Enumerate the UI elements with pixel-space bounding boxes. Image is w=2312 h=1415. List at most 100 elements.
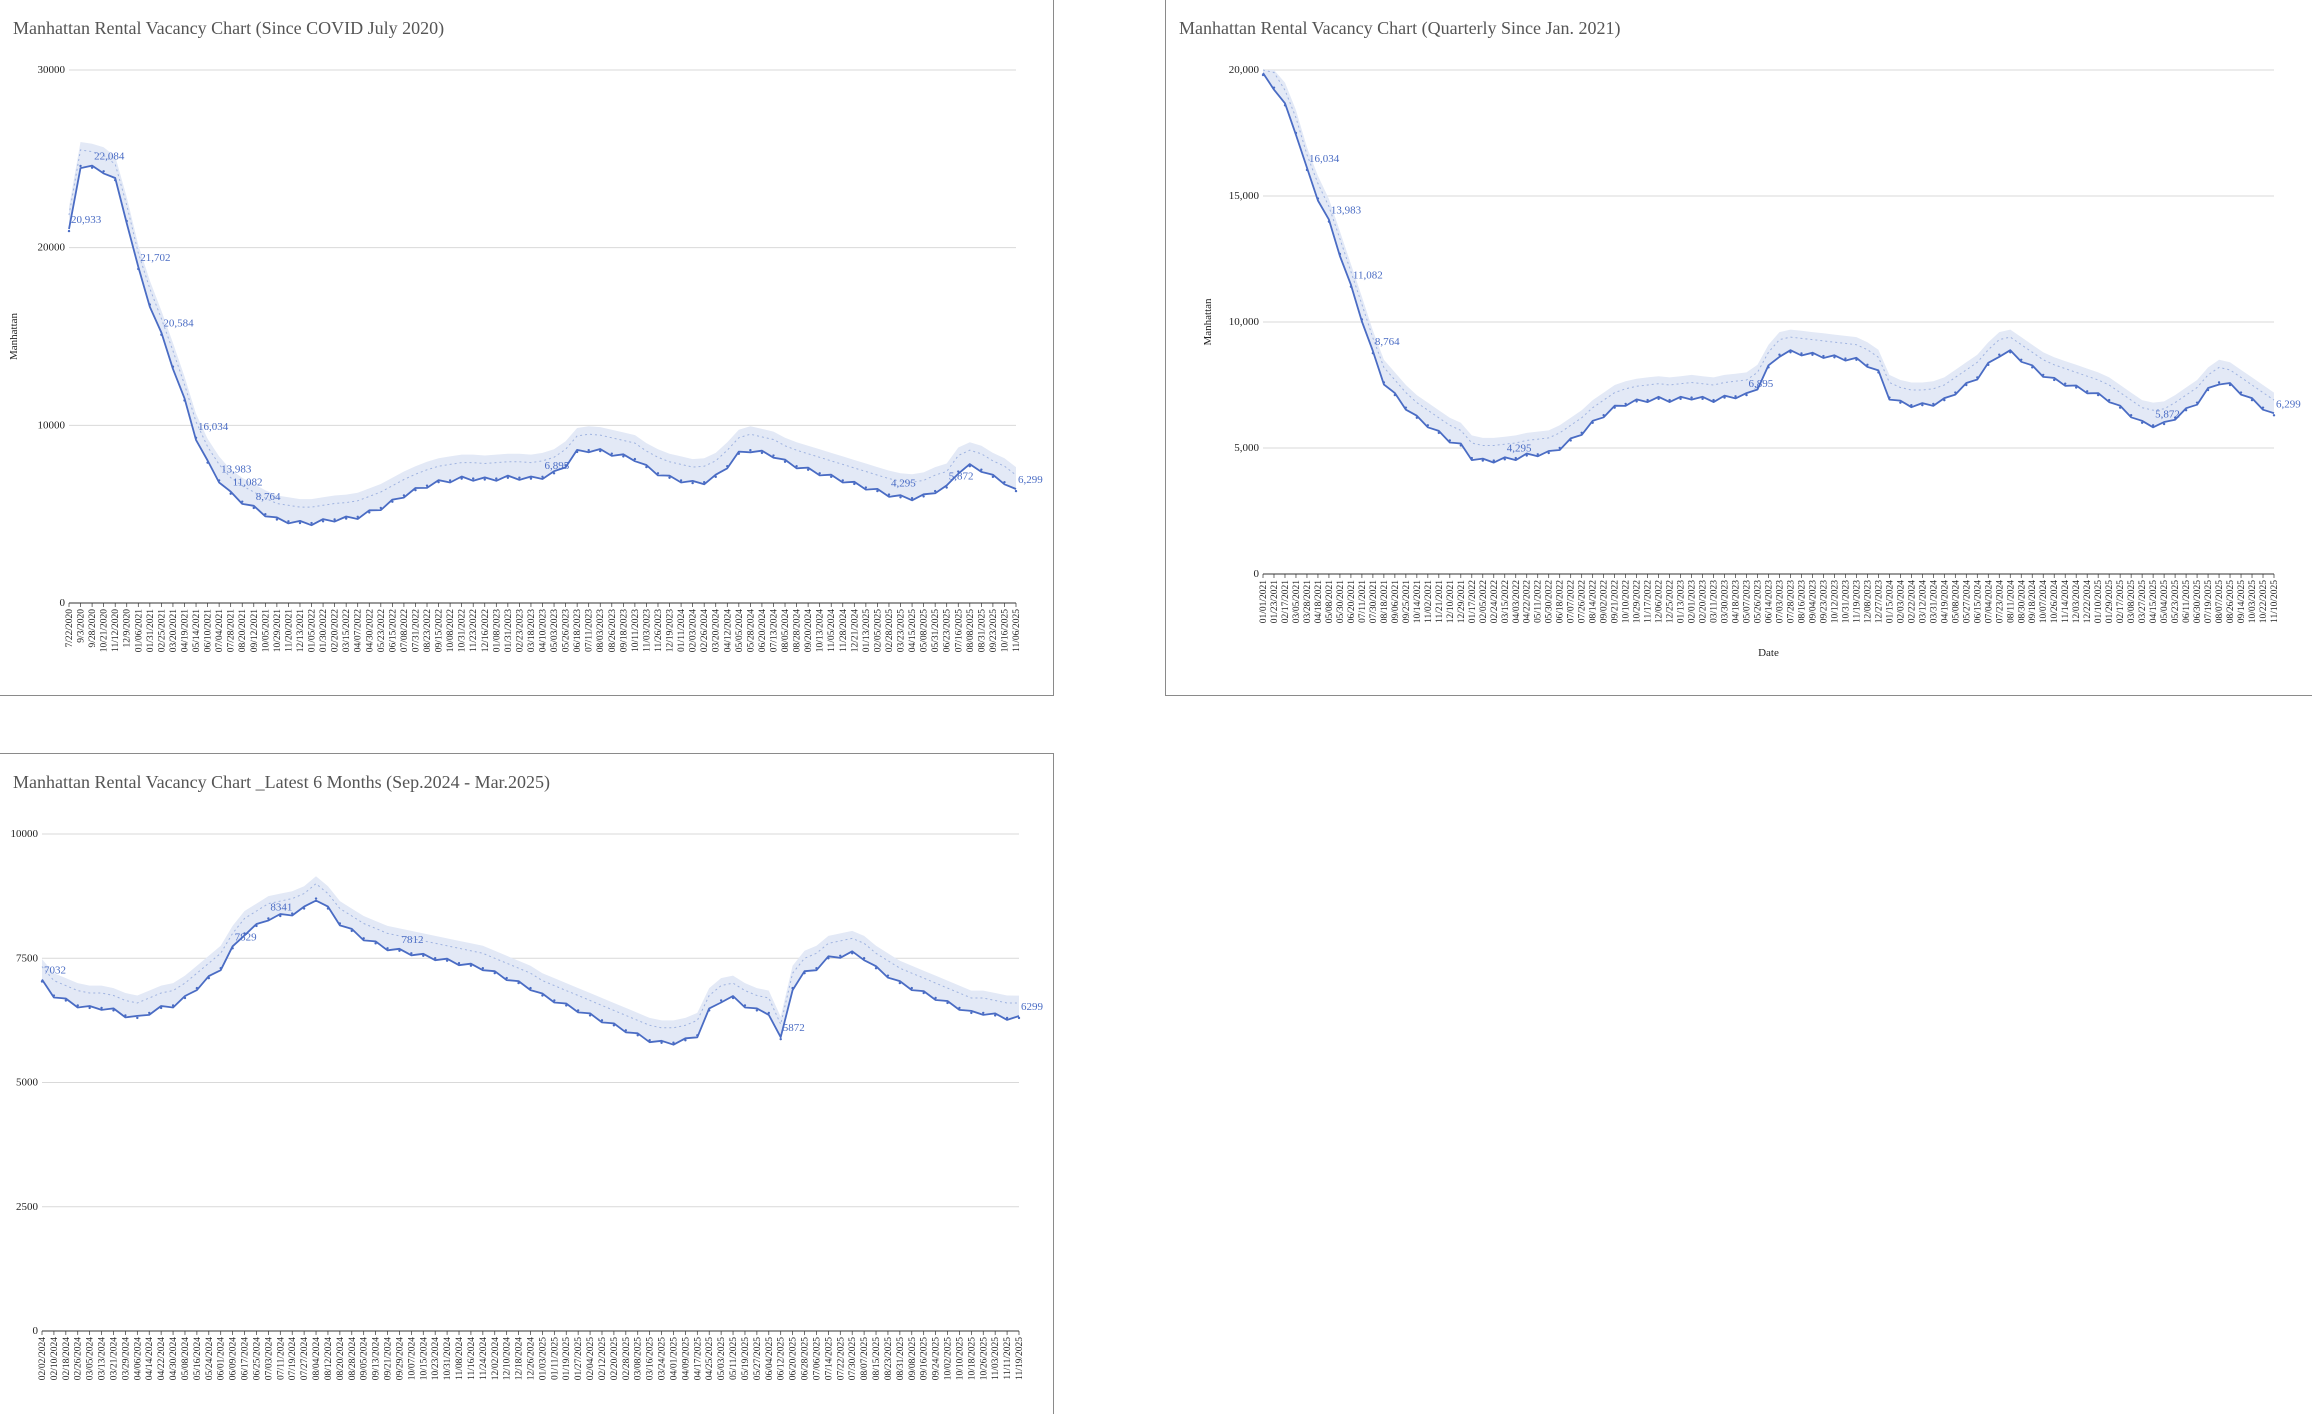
data-point	[2096, 393, 2100, 397]
data-label: 21,702	[140, 252, 170, 264]
x-tick-label: 03/11/2023	[1710, 580, 1720, 623]
data-point	[183, 399, 186, 402]
x-tick-label: 07/06/2025	[812, 1337, 822, 1381]
x-tick-label: 05/26/2023	[562, 609, 572, 653]
data-point	[529, 986, 532, 990]
data-point	[887, 493, 891, 496]
data-point	[1657, 397, 1660, 401]
x-tick-label: 12/18/2024	[515, 1337, 525, 1381]
data-point	[219, 966, 222, 970]
x-tick-label: 03/08/2025	[2127, 580, 2137, 624]
x-tick-label: 03/23/2025	[897, 609, 907, 653]
x-tick-label: 08/03/2023	[596, 609, 606, 653]
x-tick-label: 05/08/2024	[181, 1337, 191, 1381]
data-point	[2217, 381, 2221, 384]
x-tick-label: 04/12/2024	[723, 609, 733, 653]
data-point	[1976, 376, 1979, 379]
x-tick-label: 11/14/2024	[2061, 580, 2071, 623]
data-point	[171, 1004, 175, 1007]
data-label: 11,082	[233, 477, 263, 489]
x-tick-label: 03/15/2022	[342, 609, 352, 653]
x-tick-label: 04/15/2025	[2149, 580, 2159, 624]
x-tick-label: 11/16/2024	[467, 1337, 477, 1380]
x-tick-label: 10/03/2025	[2248, 580, 2258, 624]
x-tick-label: 12/10/2021	[1446, 580, 1456, 624]
x-tick-label: 05/07/2023	[1743, 580, 1753, 624]
x-tick-label: 10/07/2024	[407, 1337, 417, 1381]
data-point	[968, 464, 972, 468]
x-tick-label: 06/18/2023	[573, 609, 583, 653]
data-point	[1745, 393, 1748, 397]
data-point	[933, 489, 937, 493]
data-point	[1503, 458, 1506, 461]
y-tick-label: 30000	[38, 64, 66, 76]
data-point	[600, 1019, 604, 1022]
x-tick-label: 04/17/2025	[693, 1337, 703, 1381]
x-tick-label: 02/20/2022	[331, 609, 341, 653]
data-point	[529, 477, 533, 480]
x-tick-label: 11/28/2024	[839, 609, 849, 652]
data-point	[1547, 451, 1550, 455]
data-point	[88, 1006, 91, 1010]
data-point	[159, 1006, 163, 1010]
data-point	[506, 476, 510, 479]
data-point	[231, 947, 234, 950]
x-tick-label: 08/30/2024	[2017, 580, 2027, 624]
x-tick-label: 09/18/2023	[619, 609, 629, 653]
data-point	[958, 1006, 961, 1010]
x-tick-label: 12/25/2022	[1666, 580, 1676, 624]
x-tick-label: 10/10/2022	[1622, 580, 1632, 624]
data-point	[148, 303, 152, 306]
data-point	[1965, 383, 1968, 387]
data-point	[552, 472, 556, 475]
data-point	[287, 520, 290, 523]
data-point	[541, 475, 544, 479]
data-point	[2184, 409, 2188, 412]
x-tick-label: 01/19/2025	[562, 1337, 572, 1381]
data-point	[310, 521, 313, 525]
x-tick-label: 06/25/2024	[252, 1337, 262, 1381]
x-tick-label: 08/04/2024	[312, 1337, 322, 1381]
data-point	[876, 489, 879, 493]
data-point	[1536, 453, 1539, 456]
x-tick-label: 05/26/2023	[1754, 580, 1764, 624]
x-tick-label: 02/03/2024	[1896, 580, 1906, 624]
x-tick-label: 08/05/2024	[781, 609, 791, 653]
x-tick-label: 02/17/2021	[1281, 580, 1291, 624]
x-tick-label: 11/08/2024	[455, 1337, 465, 1380]
data-point	[291, 912, 294, 915]
x-tick-label: 05/27/2025	[753, 1337, 763, 1381]
x-tick-label: 12/29/2021	[1457, 580, 1467, 624]
data-point	[1734, 395, 1737, 398]
data-label: 20,584	[163, 318, 194, 330]
data-point	[206, 461, 209, 464]
data-point	[803, 971, 806, 975]
y-axis-title: Manhattan	[8, 312, 20, 360]
x-tick-label: 01/05/2022	[308, 609, 318, 653]
chart-panel-covid: Manhattan Rental Vacancy Chart (Since CO…	[0, 0, 1054, 696]
x-tick-label: 02/04/2025	[586, 1337, 596, 1381]
x-tick-label: 05/30/2022	[1545, 580, 1555, 624]
data-point	[1822, 354, 1825, 358]
data-point	[1613, 406, 1616, 409]
data-point	[2228, 383, 2232, 387]
x-tick-label: 07/03/2023	[1775, 580, 1785, 624]
data-point	[1580, 431, 1583, 435]
x-tick-label: 10/29/2021	[273, 609, 283, 653]
label-haze-line	[1262, 69, 2275, 446]
y-axis-title: Manhattan	[1202, 298, 1214, 346]
x-tick-label: 12/26/2024	[527, 1337, 537, 1381]
data-point	[1448, 439, 1452, 442]
data-point	[368, 511, 371, 514]
data-point	[1294, 131, 1298, 135]
data-point	[252, 506, 255, 510]
data-point	[1014, 489, 1018, 493]
x-tick-label: 05/27/2024	[1962, 580, 1972, 624]
x-tick-label: 08/31/2025	[896, 1337, 906, 1381]
x-tick-label: 04/18/2021	[1314, 580, 1324, 624]
x-tick-label: 03/31/2024	[1929, 580, 1939, 624]
data-point	[1899, 401, 1902, 404]
x-tick-label: 07/11/2023	[585, 609, 595, 652]
data-point	[934, 996, 937, 1000]
data-label: 6299	[1021, 1001, 1044, 1013]
